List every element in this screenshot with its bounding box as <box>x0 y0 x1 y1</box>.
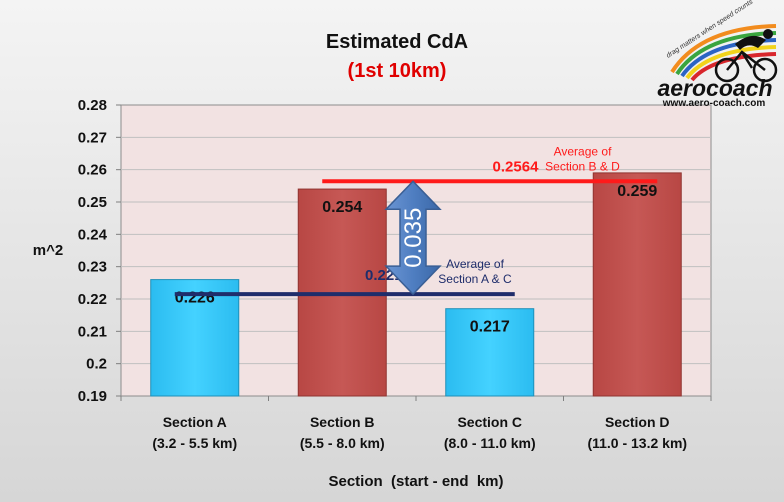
bar-value-label: 0.254 <box>322 199 362 216</box>
y-tick-label: 0.28 <box>78 97 107 114</box>
y-tick-label: 0.22 <box>78 291 107 308</box>
bar-section-a <box>150 279 240 397</box>
bar-value-label: 0.259 <box>617 183 657 200</box>
reference-line-bd-label: 0.2564 <box>493 158 540 175</box>
logo-stripe-yellow <box>685 45 777 80</box>
bar-value-label: 0.217 <box>470 319 510 336</box>
y-tick-label: 0.24 <box>78 226 108 243</box>
reference-line-ac-note-line1: Average of <box>446 257 504 271</box>
cyclist-icon <box>714 29 778 83</box>
y-tick-label: 0.26 <box>78 162 107 179</box>
logo-name: aerocoach <box>657 75 772 101</box>
x-category-range: (11.0 - 13.2 km) <box>587 435 687 451</box>
chart-title: Estimated CdA <box>326 31 468 53</box>
difference-arrow: 0.035 <box>384 180 442 296</box>
y-tick-label: 0.21 <box>78 323 107 340</box>
aerocoach-logo: drag matters when speed counts aerocoach… <box>657 0 778 109</box>
y-tick-label: 0.2 <box>86 356 107 373</box>
logo-stripe-orange <box>670 24 777 74</box>
x-category-range: (5.5 - 8.0 km) <box>300 435 385 451</box>
x-category-name: Section C <box>457 414 522 430</box>
y-tick-label: 0.25 <box>78 194 107 211</box>
bar-section-c <box>445 308 535 397</box>
y-tick-label: 0.23 <box>78 259 107 276</box>
y-tick-label: 0.27 <box>78 129 107 146</box>
logo-url: www.aero-coach.com <box>662 98 766 109</box>
reference-line-bd-note-line1: Average of <box>554 144 612 158</box>
x-axis-categories: Section A (3.2 - 5.5 km) Section B (5.5 - 8… <box>152 414 687 451</box>
x-category-range: (8.0 - 11.0 km) <box>444 435 536 451</box>
logo-stripe-red <box>690 52 777 82</box>
y-tick-label: 0.19 <box>78 388 107 405</box>
x-category-name: Section A <box>163 414 227 430</box>
x-axis-title: Section (start - end km) <box>328 473 503 490</box>
chart-subtitle: (1st 10km) <box>348 60 447 82</box>
logo-stripe-green <box>675 31 777 76</box>
double-headed-arrow-icon <box>384 180 442 296</box>
bar-section-d <box>592 172 682 397</box>
y-axis-title: m^2 <box>33 242 63 259</box>
x-category-range: (3.2 - 5.5 km) <box>152 435 237 451</box>
reference-line-ac-note-line2: Section A & C <box>438 272 512 286</box>
x-category-name: Section B <box>310 414 375 430</box>
reference-line-bd-note-line2: Section B & D <box>545 159 620 173</box>
y-axis-ticks: 0.19 0.2 0.21 0.22 0.23 0.24 0.25 0.26 0.27 0.28 <box>78 97 108 405</box>
difference-arrow-label: 0.035 <box>400 208 427 268</box>
x-category-name: Section D <box>605 414 670 430</box>
